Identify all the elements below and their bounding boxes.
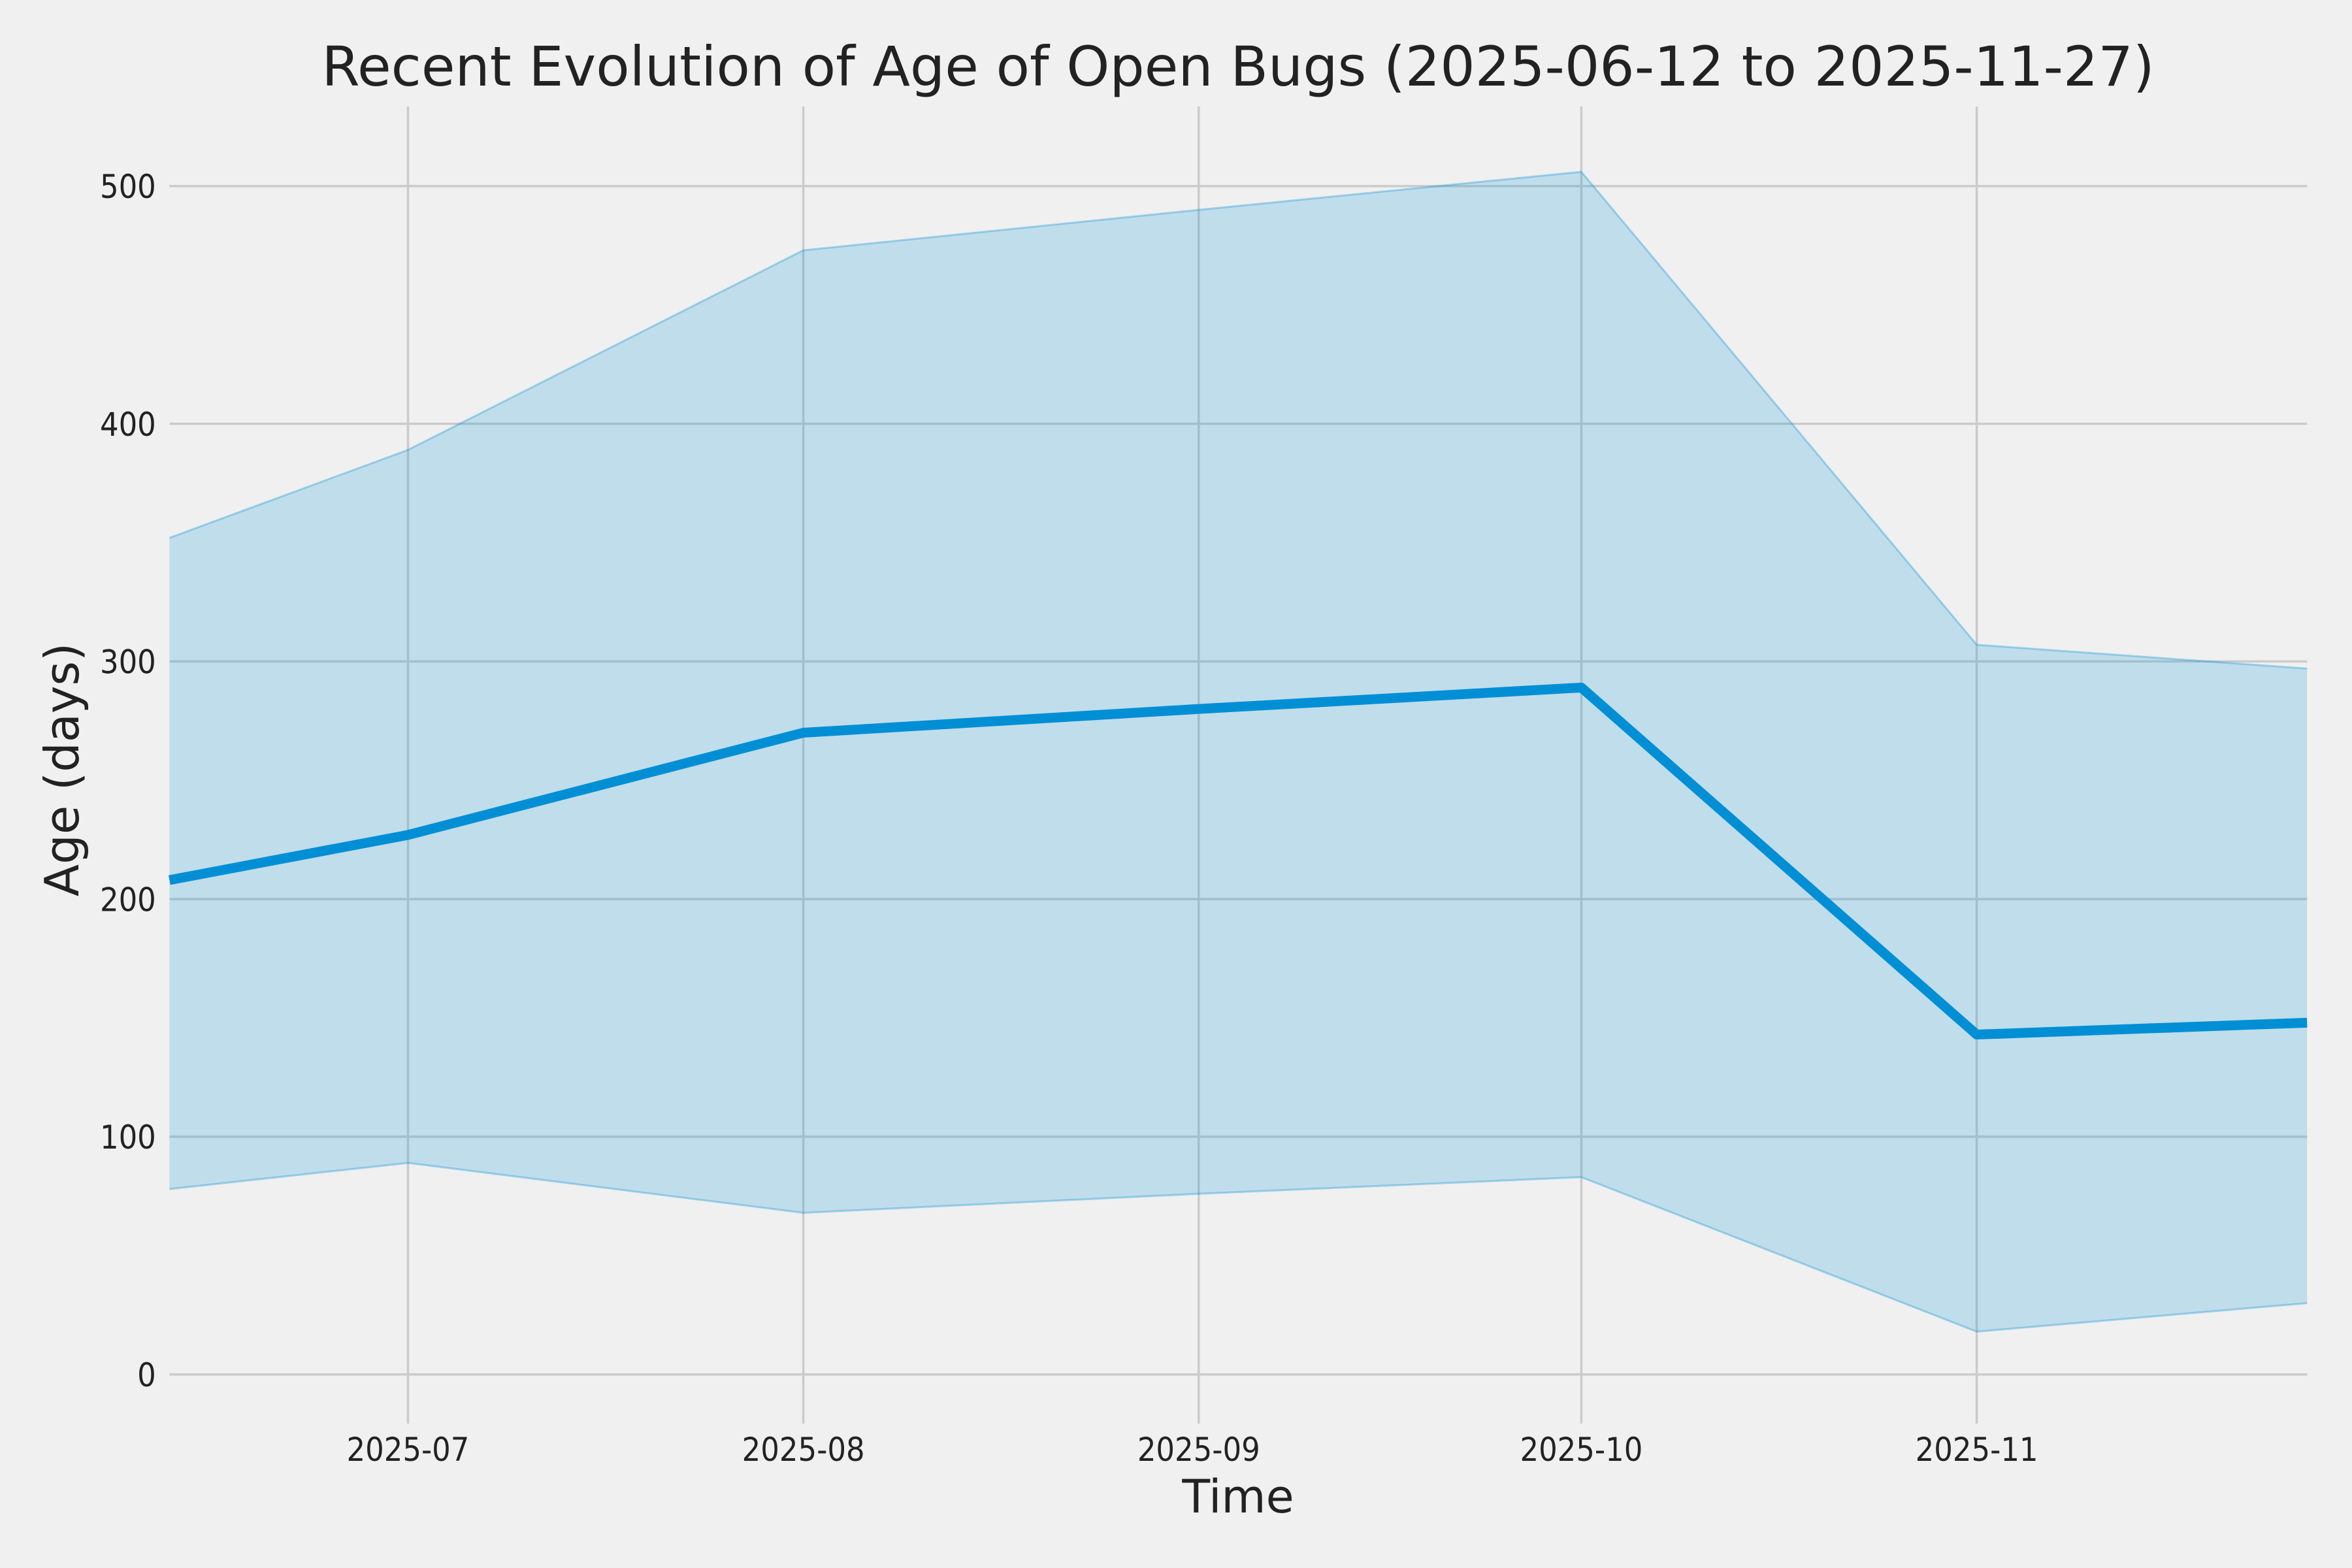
- band-upper-edge: [169, 171, 2308, 670]
- confidence-band: [169, 171, 2308, 1333]
- y-tick-label: 200: [100, 881, 156, 919]
- gridlines: [169, 106, 2308, 1424]
- x-tick-label: 2025-07: [346, 1431, 469, 1469]
- y-axis-label: Age (days): [35, 643, 90, 896]
- x-axis-ticks: 2025-07 2025-08 2025-09 2025-10 2025-11: [346, 1431, 2038, 1469]
- y-tick-label: 400: [100, 406, 156, 444]
- band-lower-edge: [169, 1162, 2308, 1333]
- band-fill: [169, 172, 2308, 1332]
- age-median-line: [169, 682, 2308, 1040]
- y-axis-ticks: 0 100 200 300 400 500: [100, 168, 156, 1394]
- chart-title: Recent Evolution of Age of Open Bugs (20…: [321, 35, 2154, 99]
- x-tick-label: 2025-08: [742, 1431, 865, 1469]
- x-tick-label: 2025-11: [1916, 1431, 2038, 1469]
- x-axis-label: Time: [1181, 1470, 1294, 1524]
- y-tick-label: 300: [100, 644, 156, 681]
- y-tick-label: 100: [100, 1119, 156, 1156]
- x-tick-label: 2025-10: [1520, 1431, 1642, 1469]
- y-tick-label: 500: [100, 168, 156, 206]
- y-tick-label: 0: [137, 1356, 156, 1394]
- x-tick-label: 2025-09: [1137, 1431, 1260, 1469]
